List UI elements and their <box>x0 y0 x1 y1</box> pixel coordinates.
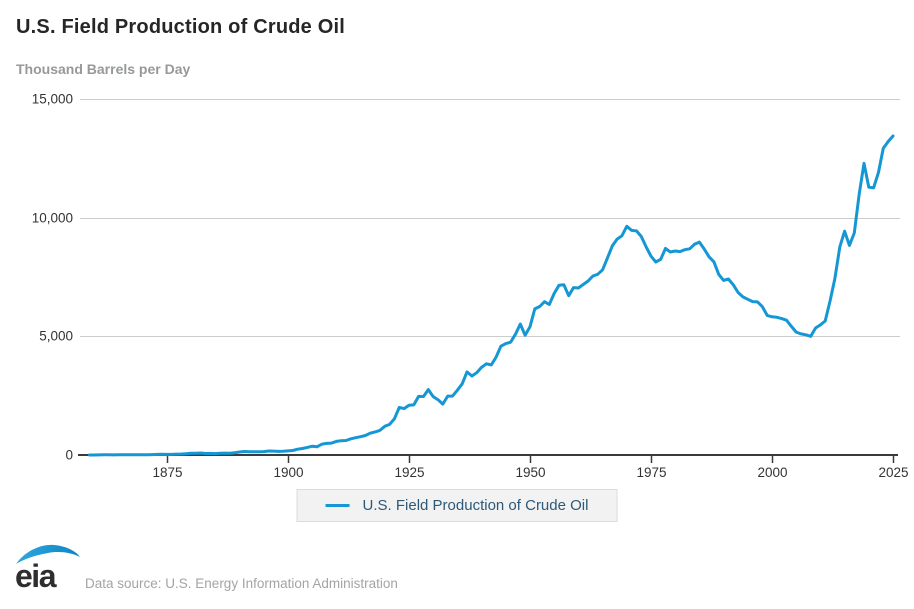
eia-logo-text: eia <box>15 558 56 594</box>
x-axis-tick-label: 1950 <box>515 465 545 480</box>
x-axis-tick-label: 1975 <box>636 465 666 480</box>
legend-label: U.S. Field Production of Crude Oil <box>362 497 589 514</box>
chart-units-label: Thousand Barrels per Day <box>16 61 191 77</box>
x-axis-tick-label: 2000 <box>757 465 787 480</box>
x-axis-tick-label: 1900 <box>273 465 303 480</box>
legend-item-crude-oil[interactable]: U.S. Field Production of Crude Oil <box>296 489 618 522</box>
production-line-series[interactable] <box>88 134 895 457</box>
eia-swoosh-icon <box>16 544 80 564</box>
chart-title: U.S. Field Production of Crude Oil <box>16 16 346 38</box>
data-source-text: Data source: U.S. Energy Information Adm… <box>85 576 398 591</box>
series-line-swatch-icon <box>325 504 350 507</box>
y-axis-tick-label: 15,000 <box>32 92 73 107</box>
y-axis-tick-label: 0 <box>65 448 73 463</box>
eia-logo[interactable]: eia <box>15 544 81 592</box>
y-axis-tick-label: 5,000 <box>39 329 73 344</box>
chart-plot-area: 0 5,000 10,000 15,000 1875 1900 1925 1950 1975 20… <box>32 92 909 481</box>
x-axis-tick-label: 2025 <box>878 465 908 480</box>
x-axis-tick-label: 1875 <box>152 465 182 480</box>
y-axis-tick-label: 10,000 <box>32 211 73 226</box>
x-axis-tick-label: 1925 <box>394 465 424 480</box>
